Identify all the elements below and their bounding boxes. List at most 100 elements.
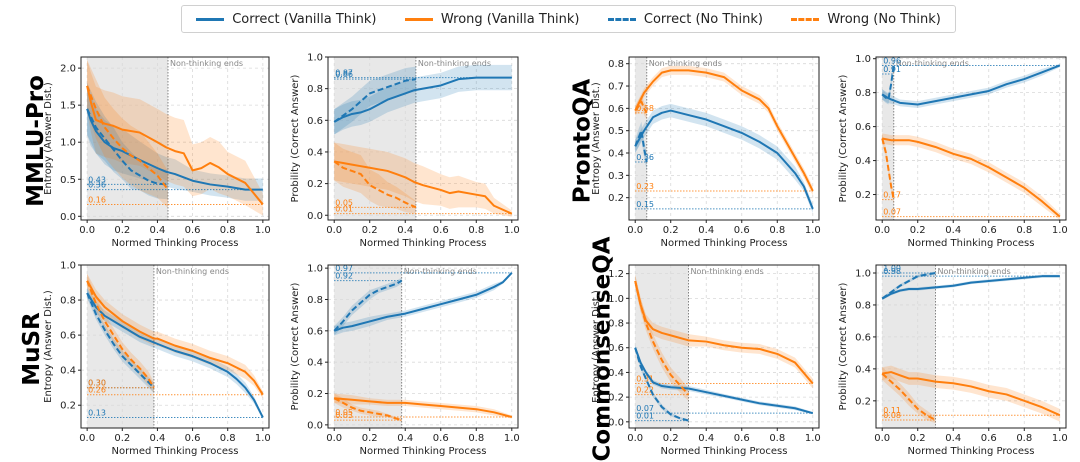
y-tick-label: 0.8 xyxy=(608,319,624,330)
series-line-correct-vanilla-think xyxy=(634,109,814,210)
series-line-wrong-no-think xyxy=(881,138,895,200)
value-annotation: 0.03 xyxy=(335,411,353,420)
series-line-correct-vanilla-think xyxy=(86,292,264,418)
series-line-correct-vanilla-think xyxy=(634,347,814,415)
y-tick-label: 0.8 xyxy=(608,59,624,70)
y-tick-label: 0.2 xyxy=(60,401,76,412)
y-tick-label: 0.2 xyxy=(608,393,624,404)
value-annotation: 0.11 xyxy=(883,406,901,415)
y-tick-label: 0.8 xyxy=(307,295,323,306)
series-line-correct-no-think xyxy=(881,65,895,101)
x-tick-label: 0.0 xyxy=(79,225,95,236)
value-annotation: 0.86 xyxy=(335,70,353,79)
series-line-correct-vanilla-think xyxy=(86,108,263,191)
chart-panel-musr-prob: Non-thinking ends 0.970.92 0.050.03 0.0 0.2 0… xyxy=(290,264,520,457)
legend-item-correct-nothink: Correct (No Think) xyxy=(607,12,763,27)
confidence-band xyxy=(334,142,416,214)
series-line-wrong-no-think xyxy=(333,397,402,422)
confidence-band xyxy=(87,59,263,216)
x-tick-label: 1.0 xyxy=(1052,433,1068,444)
y-tick-label: 0.2 xyxy=(307,179,323,190)
value-annotation: 0.16 xyxy=(88,195,106,204)
axes-frame xyxy=(327,264,519,429)
value-annotation: 1.00 xyxy=(883,264,901,273)
x-tick-label: 0.2 xyxy=(910,225,926,236)
series-line-wrong-vanilla-think xyxy=(86,280,264,396)
x-tick-label: 0.6 xyxy=(433,433,449,444)
value-annotation: 0.36 xyxy=(636,153,654,162)
x-tick-label: 0.8 xyxy=(468,225,484,236)
y-tick-label: 1.5 xyxy=(60,101,76,112)
series-line-correct-no-think xyxy=(333,279,403,332)
y-tick-label: 0.6 xyxy=(608,343,624,354)
non-thinking-region xyxy=(635,57,647,220)
confidence-band xyxy=(635,94,647,120)
y-axis-label: Entropy (Answer Dist.) xyxy=(43,82,54,195)
series-line-wrong-no-think xyxy=(86,85,169,191)
y-tick-label: 0.2 xyxy=(608,193,624,204)
y-tick-label: 2.0 xyxy=(60,64,76,75)
x-tick-label: 0.6 xyxy=(433,225,449,236)
y-tick-label: 0.5 xyxy=(60,175,76,186)
x-tick-label: 0.0 xyxy=(874,225,890,236)
y-tick-label: 0.6 xyxy=(307,326,323,337)
x-tick-label: 1.0 xyxy=(1052,225,1068,236)
y-tick-label: 0.2 xyxy=(307,389,323,400)
confidence-band xyxy=(87,287,263,420)
chart-panel-csqa-prob: Non-thinking ends 1.000.98 0.110.08 0.0 0.2 0… xyxy=(838,264,1068,457)
x-tick-label: 0.4 xyxy=(397,433,413,444)
series-line-wrong-no-think xyxy=(333,160,417,209)
axes-frame xyxy=(628,264,820,429)
x-axis-label: Normed Thinking Process xyxy=(661,446,788,457)
x-tick-label: 0.2 xyxy=(362,225,378,236)
series-line-wrong-no-think xyxy=(881,372,936,421)
value-annotation: 0.36 xyxy=(88,181,106,190)
y-tick-label: 0.6 xyxy=(608,104,624,115)
x-tick-label: 0.0 xyxy=(79,433,95,444)
y-tick-label: 0.4 xyxy=(608,149,624,160)
non-thinking-ends-label: Non-thinking ends xyxy=(418,59,491,68)
y-tick-label: 1.0 xyxy=(60,261,76,272)
x-tick-label: 0.2 xyxy=(910,433,926,444)
confidence-band xyxy=(87,273,154,393)
x-tick-label: 0.8 xyxy=(1016,225,1032,236)
x-axis-label: Normed Thinking Process xyxy=(908,446,1035,457)
confidence-band xyxy=(635,121,647,171)
series-line-correct-vanilla-think xyxy=(881,275,1060,300)
axes-frame xyxy=(875,264,1067,429)
x-axis-label: Normed Thinking Process xyxy=(661,238,788,249)
x-tick-label: 0.4 xyxy=(945,225,961,236)
non-thinking-ends-label: Non-thinking ends xyxy=(170,59,243,68)
x-tick-label: 0.6 xyxy=(185,433,201,444)
x-tick-label: 1.0 xyxy=(805,225,821,236)
x-tick-label: 0.8 xyxy=(220,225,236,236)
value-annotation: 0.26 xyxy=(88,386,106,395)
x-tick-label: 1.0 xyxy=(255,433,271,444)
axes-frame xyxy=(628,56,820,221)
x-tick-label: 1.0 xyxy=(805,433,821,444)
legend-label: Correct (Vanilla Think) xyxy=(232,11,377,27)
value-annotation: 0.30 xyxy=(88,379,106,388)
y-tick-label: 0.2 xyxy=(855,190,871,201)
y-tick-label: 1.0 xyxy=(307,53,323,64)
legend-label: Wrong (Vanilla Think) xyxy=(440,11,580,27)
series-line-wrong-vanilla-think xyxy=(882,137,1061,218)
axes-frame xyxy=(327,56,519,221)
x-tick-label: 0.8 xyxy=(1016,433,1032,444)
x-tick-label: 0.4 xyxy=(698,225,714,236)
x-tick-label: 1.0 xyxy=(255,225,271,236)
x-tick-label: 1.0 xyxy=(504,433,520,444)
y-tick-label: 1.2 xyxy=(608,269,624,280)
y-tick-label: 0.4 xyxy=(307,358,323,369)
value-annotation: 0.05 xyxy=(335,408,353,417)
y-axis-label: Probility (Correct Answer) xyxy=(290,282,301,410)
chart-panel-mmlu-entropy: Non-thinking ends 0.430.36 0.16 0.0 0.2 0.4 0.… xyxy=(43,56,271,249)
x-axis-label: Normed Thinking Process xyxy=(112,446,239,457)
confidence-band xyxy=(87,59,168,209)
value-annotation: 0.07 xyxy=(883,208,901,217)
x-tick-label: 0.2 xyxy=(362,433,378,444)
x-tick-label: 0.4 xyxy=(149,225,165,236)
x-tick-label: 0.0 xyxy=(874,433,890,444)
